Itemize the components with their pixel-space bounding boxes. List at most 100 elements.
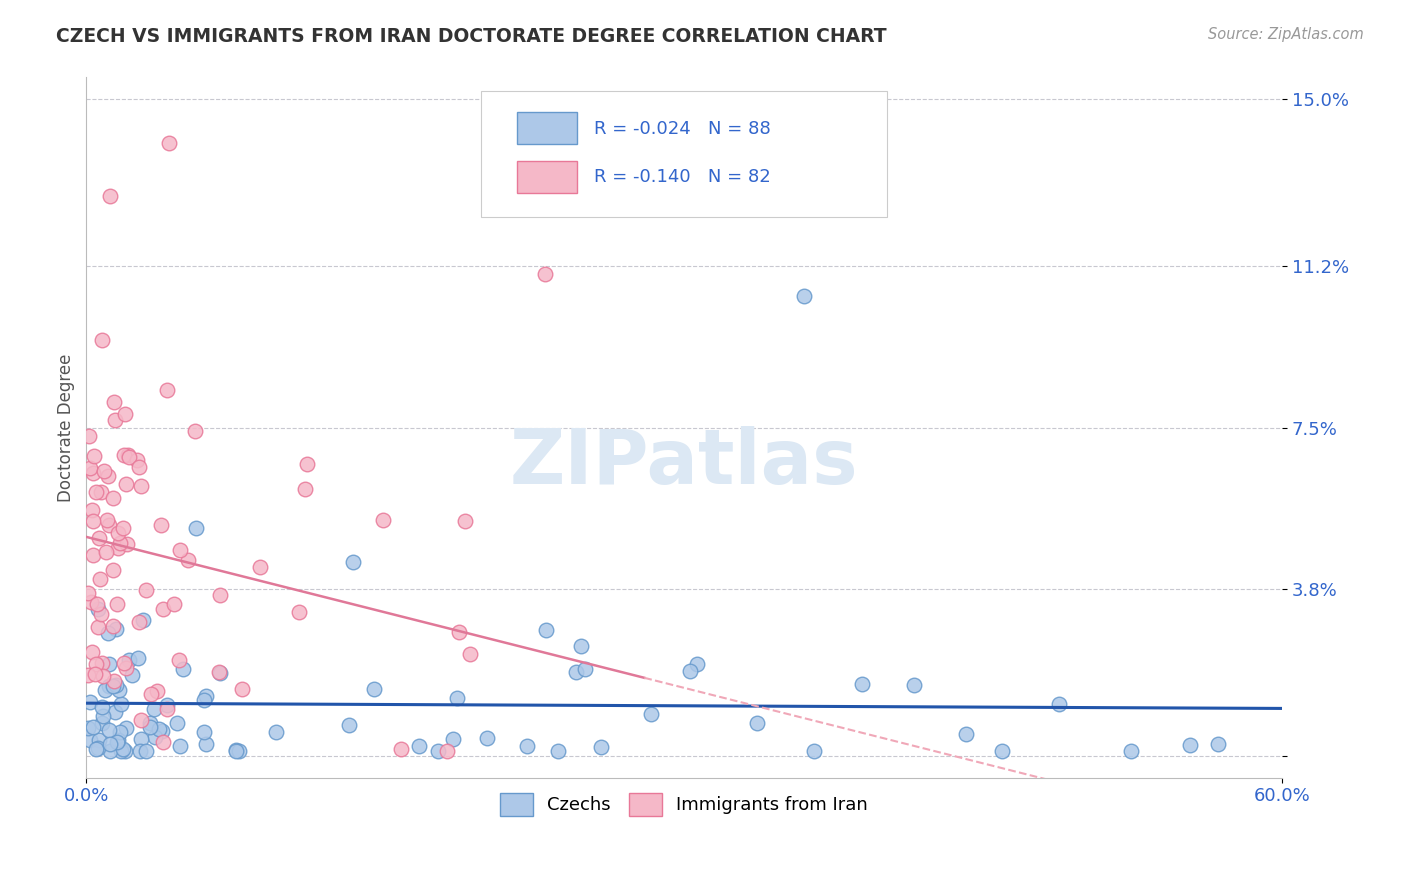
Point [103, 395, 125, 409]
Point [107, 733, 129, 747]
Point [98, 188, 121, 202]
Point [225, 744, 247, 758]
Point [80, 645, 103, 659]
Point [793, 289, 815, 303]
Point [98, 737, 121, 751]
Point [82, 549, 104, 563]
Text: R = -0.140   N = 82: R = -0.140 N = 82 [595, 168, 772, 186]
Point [112, 448, 135, 462]
Point [112, 742, 135, 756]
Bar [517, 161, 576, 193]
Point [82, 503, 104, 517]
Point [225, 742, 247, 756]
Point [249, 559, 271, 574]
Point [111, 521, 134, 535]
Point [82, 466, 104, 480]
Point [1119, 744, 1142, 758]
Point [105, 678, 128, 692]
Point [148, 722, 170, 736]
Point [363, 681, 385, 696]
Point [98, 723, 121, 737]
Point [195, 737, 218, 751]
Point [569, 639, 592, 653]
Point [94, 545, 117, 559]
Bar [517, 112, 576, 144]
Point [193, 693, 215, 707]
Point [97, 468, 120, 483]
Point [80, 594, 103, 608]
Point [77, 429, 100, 443]
Point [131, 731, 153, 746]
Point [83, 667, 105, 681]
Point [104, 705, 127, 719]
Point [172, 662, 194, 676]
Point [108, 725, 131, 739]
Point [150, 724, 173, 739]
Point [86, 740, 108, 755]
Point [118, 450, 141, 464]
Point [184, 425, 207, 439]
Point [145, 731, 167, 745]
Point [156, 702, 179, 716]
Point [93, 464, 115, 478]
Point [91, 669, 114, 683]
Point [128, 615, 150, 629]
Point [475, 731, 498, 746]
Point [87, 602, 110, 616]
Point [152, 601, 174, 615]
Point [128, 744, 150, 758]
Point [86, 597, 108, 611]
Point [547, 744, 569, 758]
Point [103, 673, 125, 688]
Point [115, 476, 138, 491]
Point [167, 653, 190, 667]
Point [98, 679, 121, 693]
Point [139, 687, 162, 701]
Legend: Czechs, Immigrants from Iran: Czechs, Immigrants from Iran [492, 784, 877, 824]
Point [209, 588, 232, 602]
Point [103, 618, 125, 632]
Point [1180, 738, 1202, 752]
Point [98, 744, 121, 758]
Text: CZECH VS IMMIGRANTS FROM IRAN DOCTORATE DEGREE CORRELATION CHART: CZECH VS IMMIGRANTS FROM IRAN DOCTORATE … [56, 27, 887, 45]
Point [98, 657, 121, 672]
Point [105, 597, 128, 611]
Text: ZIPatlas: ZIPatlas [510, 425, 859, 500]
Point [142, 701, 165, 715]
Point [745, 715, 768, 730]
Point [591, 740, 613, 755]
Point [176, 552, 198, 566]
Point [77, 668, 100, 682]
Point [128, 460, 150, 475]
Point [903, 678, 925, 692]
Point [389, 742, 412, 756]
Point [112, 657, 135, 671]
Point [121, 668, 143, 682]
Point [91, 709, 114, 723]
Point [90, 485, 112, 500]
Point [89, 732, 111, 747]
Point [103, 491, 125, 505]
Point [77, 721, 100, 735]
Point [184, 521, 207, 535]
Point [90, 716, 112, 731]
Point [231, 681, 253, 696]
Point [82, 720, 104, 734]
Point [990, 744, 1012, 758]
Point [441, 731, 464, 746]
Point [101, 679, 124, 693]
Point [1206, 737, 1229, 751]
Point [86, 485, 108, 500]
Point [117, 653, 139, 667]
Point [114, 407, 136, 421]
Point [98, 517, 121, 532]
Point [115, 537, 138, 551]
Point [208, 665, 231, 680]
Point [110, 744, 132, 758]
Point [150, 518, 173, 533]
Point [110, 697, 132, 711]
Point [139, 716, 162, 731]
Point [129, 479, 152, 493]
Point [169, 739, 191, 754]
Point [373, 512, 395, 526]
